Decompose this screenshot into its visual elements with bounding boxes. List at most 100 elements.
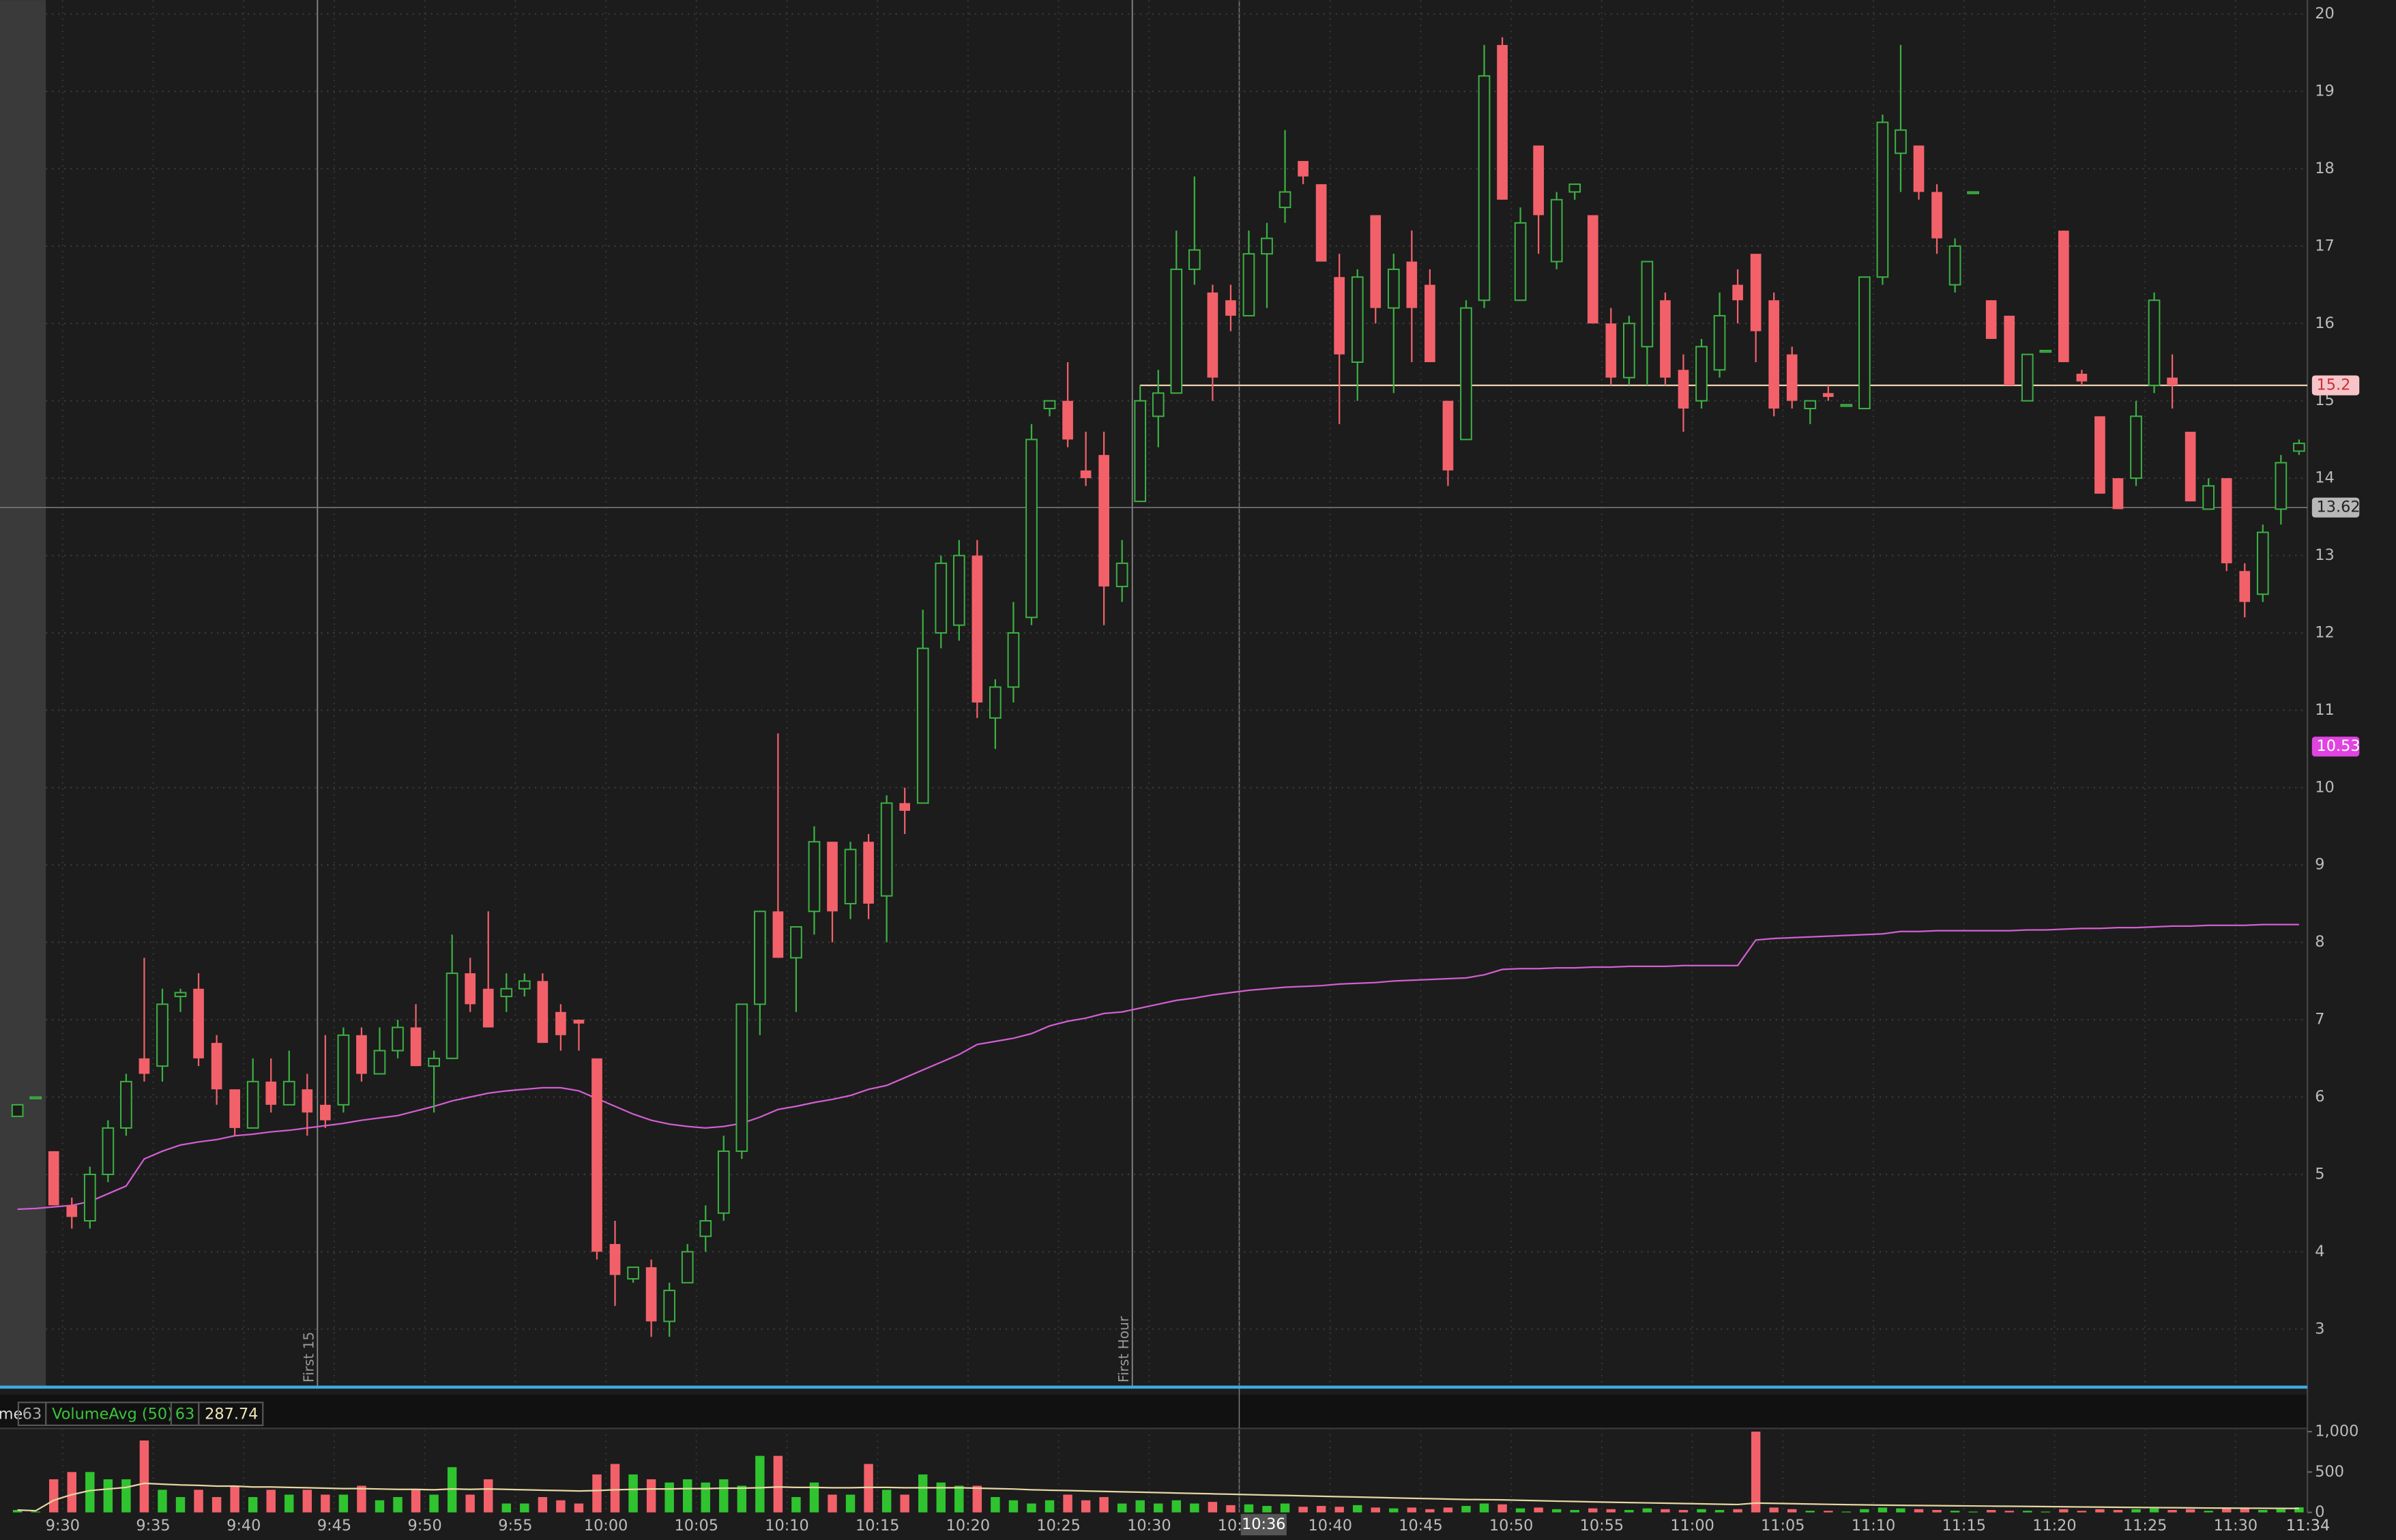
candle-body: [1858, 276, 1871, 410]
candle-body: [428, 1057, 440, 1067]
volume-bar: [628, 1474, 638, 1513]
candle-body: [1387, 268, 1400, 309]
volume-bar: [719, 1479, 729, 1513]
candle-body: [1568, 183, 1581, 193]
volume-bar: [2240, 1507, 2249, 1513]
volume-bar: [1371, 1507, 1380, 1513]
volume-bar: [1027, 1503, 1036, 1513]
candle-body: [193, 988, 204, 1058]
candle-body: [645, 1267, 657, 1322]
volume-bar: [1425, 1509, 1435, 1513]
candle-body: [229, 1089, 240, 1128]
volume-bar: [646, 1479, 656, 1513]
candle-body: [66, 1205, 78, 1217]
candle-body: [1334, 277, 1345, 355]
volume-bar: [501, 1503, 511, 1513]
volume-bar: [1986, 1509, 1996, 1513]
volume-header-strip: [0, 1395, 2308, 1429]
candle-body: [1931, 192, 1942, 239]
candle-body: [2293, 443, 2305, 452]
current-time: 11:34: [2286, 1517, 2330, 1535]
candle-body: [790, 926, 802, 959]
volume-bar: [2204, 1511, 2213, 1513]
volume-bar: [1697, 1509, 1706, 1513]
candle-body: [465, 973, 476, 1005]
candle-body: [1080, 470, 1092, 479]
x-tick-label: 9:50: [408, 1517, 442, 1535]
y-tick-label: 8: [2315, 933, 2324, 951]
candle-body: [265, 1081, 277, 1105]
x-tick-label: 9:55: [498, 1517, 532, 1535]
volume-bar: [1498, 1504, 1507, 1513]
volume-bar: [2077, 1511, 2087, 1513]
candle-body: [2076, 373, 2088, 382]
y-tick-label: 17: [2315, 237, 2334, 254]
candle-body: [1242, 253, 1255, 316]
candle-body: [2021, 353, 2034, 402]
candle-body: [1750, 254, 1762, 331]
volume-bar: [357, 1485, 366, 1513]
volume-bar: [936, 1482, 946, 1513]
x-tick-label: 11:10: [1852, 1517, 1895, 1535]
candle-body: [1460, 307, 1472, 441]
candle-body: [1985, 300, 1997, 339]
volume-bar: [1860, 1509, 1869, 1513]
candle-body: [2004, 315, 2015, 386]
candle-body: [952, 554, 965, 626]
y-tick-label: 13: [2315, 546, 2334, 564]
candle-body: [1406, 261, 1418, 308]
volume-bar: [103, 1479, 113, 1513]
candle-body: [609, 1244, 621, 1275]
candle-body: [2221, 478, 2232, 563]
candle-body: [537, 981, 549, 1043]
volume-bar: [175, 1497, 186, 1513]
volume-bar: [2258, 1509, 2268, 1513]
candle-body: [48, 1151, 59, 1206]
candle-body: [120, 1080, 132, 1129]
volume-bar: [411, 1490, 421, 1513]
candle-body: [1913, 145, 1925, 192]
volume-bar: [1515, 1508, 1525, 1513]
candle-body: [2148, 299, 2161, 387]
volume-bar: [2221, 1508, 2232, 1513]
x-tick-label: 11:25: [2123, 1517, 2167, 1535]
candle-body: [320, 1104, 331, 1121]
candle-body: [1115, 562, 1128, 587]
volume-bar: [918, 1474, 928, 1513]
x-tick-label: 9:30: [46, 1517, 80, 1535]
cursor-price-box: [2311, 497, 2360, 518]
volume-bar: [845, 1494, 856, 1513]
candle-body: [302, 1089, 313, 1113]
candle-body: [2185, 432, 2196, 502]
volume-bar: [1117, 1503, 1127, 1513]
volume-bar: [2041, 1511, 2051, 1513]
candle-body: [1605, 323, 1617, 378]
x-tick-label: 10:05: [675, 1517, 718, 1535]
candle-body: [880, 802, 893, 897]
x-tick-label: 10:00: [584, 1517, 628, 1535]
volume-bar: [1661, 1509, 1670, 1513]
candle-body: [1207, 292, 1218, 378]
candle-body: [1351, 276, 1364, 363]
volume-bar: [1389, 1508, 1399, 1513]
candle-body: [1550, 198, 1563, 263]
candle-body: [717, 1150, 730, 1214]
volume-bar: [1841, 1511, 1852, 1513]
volume-bar: [2023, 1511, 2032, 1513]
volume-bar: [1008, 1500, 1019, 1513]
volume-bar: [484, 1479, 493, 1513]
candle-body: [916, 647, 929, 804]
volume-bar: [1678, 1509, 1689, 1513]
volume-bar: [773, 1455, 783, 1513]
volume-bar: [1787, 1509, 1797, 1513]
candle-body: [827, 842, 838, 912]
volume-bar: [1824, 1511, 1833, 1513]
candle-body: [2058, 231, 2069, 362]
candle-body: [410, 1027, 422, 1067]
volume-bar: [2276, 1509, 2286, 1513]
candle-body: [1188, 249, 1201, 270]
candle-body: [1062, 400, 1073, 440]
volume-bar: [1534, 1507, 1543, 1513]
candle-body: [971, 555, 983, 703]
